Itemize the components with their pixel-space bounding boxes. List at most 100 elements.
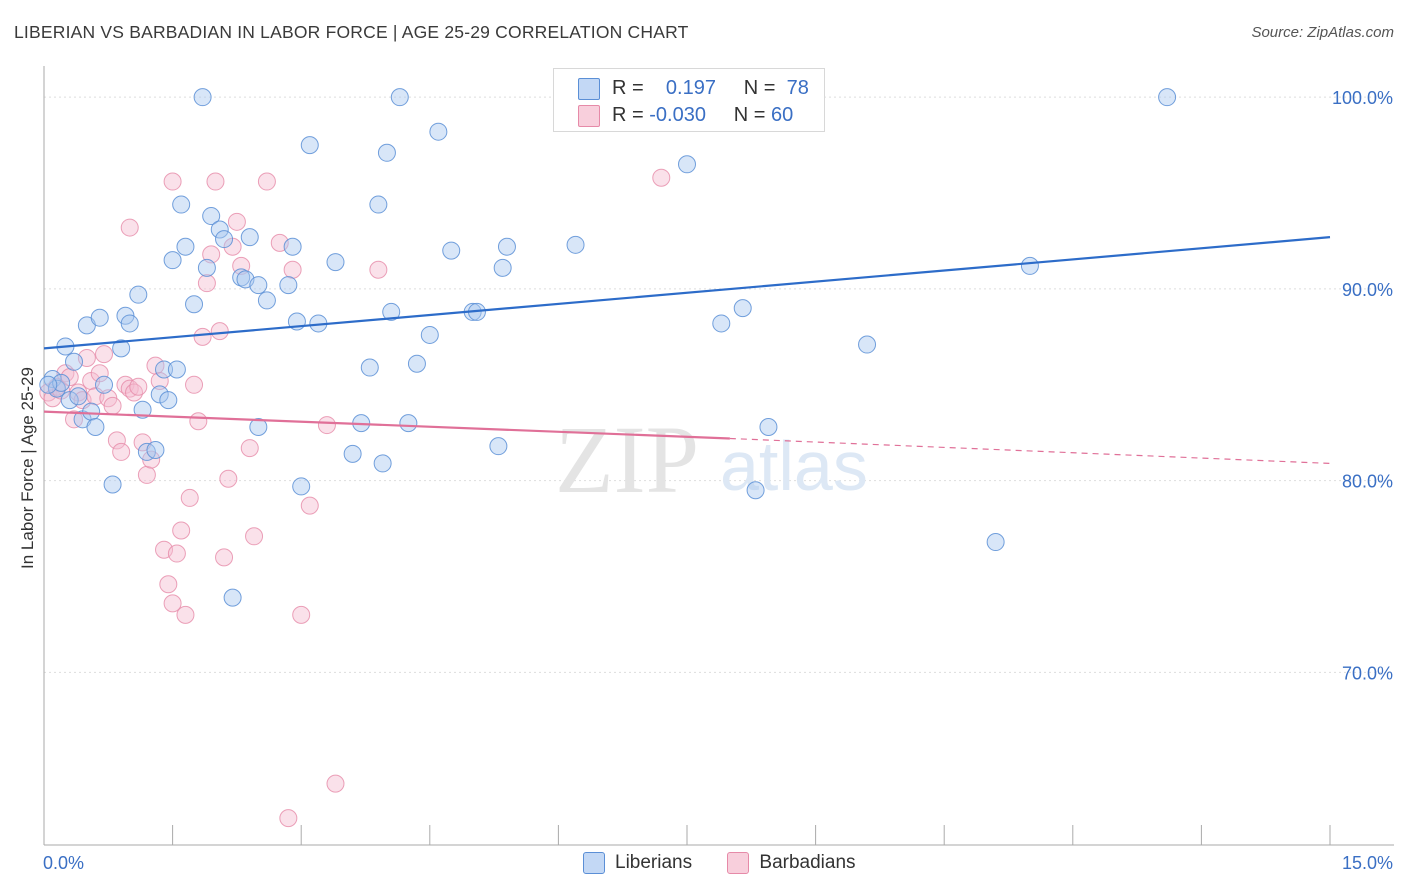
liberians-point: [240, 228, 259, 247]
liberians-point: [257, 291, 276, 310]
liberians-point: [283, 237, 302, 256]
legend-n-label: N =: [733, 104, 766, 126]
tick-labels: 70.0% 80.0% 90.0% 100.0% 0.0% 15.0%: [43, 88, 1393, 873]
correlation-legend: R = 0.197 N = 78 R = -0.030 N = 60: [553, 68, 825, 132]
liberians-point: [210, 220, 229, 239]
liberians-point: [129, 285, 148, 304]
barbadians-point: [163, 594, 182, 613]
liberians-point: [373, 454, 392, 473]
liberians-points: [39, 88, 1177, 607]
barbadians-point: [176, 605, 195, 624]
barbadians-point: [120, 218, 139, 237]
legend-barbadians-label: Barbadians: [759, 852, 856, 874]
liberians-point: [202, 207, 221, 226]
watermark-zip: ZIP: [555, 406, 699, 513]
liberians-point: [1158, 88, 1177, 107]
legend-r-label: R =: [612, 104, 644, 126]
liberians-point: [112, 339, 131, 358]
y-tick-label: 100.0%: [1332, 88, 1393, 108]
liberians-point: [986, 533, 1005, 552]
barbadians-point: [163, 172, 182, 191]
trend-lines: [43, 236, 1331, 465]
legend-r-value: -0.030: [649, 104, 706, 126]
liberians-point: [390, 88, 409, 107]
liberians-point: [65, 352, 84, 371]
liberians-point: [343, 444, 362, 463]
barbadians-point: [189, 412, 208, 431]
liberians-point: [249, 417, 268, 436]
series-legend: Liberians Barbadians: [583, 852, 886, 874]
barbadians-swatch: [578, 104, 600, 127]
barbadians-point: [292, 605, 311, 624]
barbadians-point: [197, 274, 216, 293]
liberians-point: [69, 387, 88, 406]
legend-n-label: N =: [743, 77, 776, 99]
liberians-point: [82, 402, 101, 421]
x-tick-label: 0.0%: [43, 853, 84, 873]
barbadians-point: [240, 439, 259, 458]
legend-item-liberians: Liberians: [583, 852, 692, 874]
liberians-point: [442, 241, 461, 260]
liberians-point: [678, 155, 696, 174]
barbadians-points: [39, 168, 671, 828]
barbadians-point: [167, 544, 186, 563]
legend-liberians-label: Liberians: [615, 852, 693, 874]
liberians-point: [215, 230, 234, 249]
liberians-point: [185, 295, 204, 314]
legend-row-barbadians: R = -0.030 N = 60: [578, 104, 794, 127]
barbadians-point: [137, 465, 156, 484]
liberians-point: [493, 258, 512, 277]
barbadians-point: [245, 527, 264, 546]
legend-n-value: 60: [771, 104, 794, 126]
liberians-trend-line: [43, 236, 1331, 350]
axes: [43, 66, 1394, 846]
barbadians-point: [279, 809, 298, 828]
liberians-point: [39, 375, 58, 394]
barbadians-point: [129, 377, 148, 396]
barbadians-point: [112, 442, 131, 461]
liberians-point: [133, 400, 152, 419]
liberians-swatch: [583, 852, 605, 874]
barbadians-point: [206, 172, 225, 191]
liberians-point: [489, 437, 508, 456]
liberians-point: [1020, 256, 1039, 275]
legend-row-liberians: R = 0.197 N = 78: [578, 77, 809, 100]
liberians-point: [86, 417, 105, 436]
legend-n-value: 78: [786, 77, 809, 99]
liberians-point: [146, 440, 165, 459]
barbadians-point: [369, 260, 388, 279]
x-tick-label: 15.0%: [1342, 853, 1393, 873]
liberians-swatch: [578, 77, 600, 100]
barbadians-swatch: [727, 852, 750, 874]
liberians-point: [90, 308, 109, 327]
liberians-point: [746, 481, 765, 500]
barbadians-point: [172, 521, 191, 540]
liberians-point: [360, 358, 379, 377]
liberians-point: [733, 299, 752, 318]
barbadians-point: [283, 260, 302, 279]
barbadians-point: [652, 168, 671, 187]
liberians-point: [377, 143, 396, 162]
barbadians-point: [219, 469, 238, 488]
liberians-point: [193, 88, 212, 107]
liberians-point: [326, 253, 345, 272]
liberians-point: [249, 276, 268, 295]
barbadians-point: [90, 364, 109, 383]
liberians-point: [279, 276, 298, 295]
source-label: Source: ZipAtlas.com: [1251, 24, 1394, 41]
liberians-point: [172, 195, 191, 214]
liberians-point: [223, 588, 242, 607]
liberians-point: [497, 237, 516, 256]
liberians-point: [420, 325, 439, 344]
grid-lines: [44, 96, 1394, 673]
barbadians-point: [103, 396, 122, 415]
barbadians-point: [180, 488, 199, 507]
liberians-point: [167, 360, 186, 379]
liberians-point: [369, 195, 388, 214]
liberians-point: [60, 391, 79, 410]
watermark: ZIP atlas: [555, 406, 868, 513]
barbadians-point: [317, 416, 336, 435]
legend-item-barbadians: Barbadians: [727, 852, 856, 874]
liberians-point: [759, 417, 778, 436]
liberians-point: [399, 414, 418, 433]
